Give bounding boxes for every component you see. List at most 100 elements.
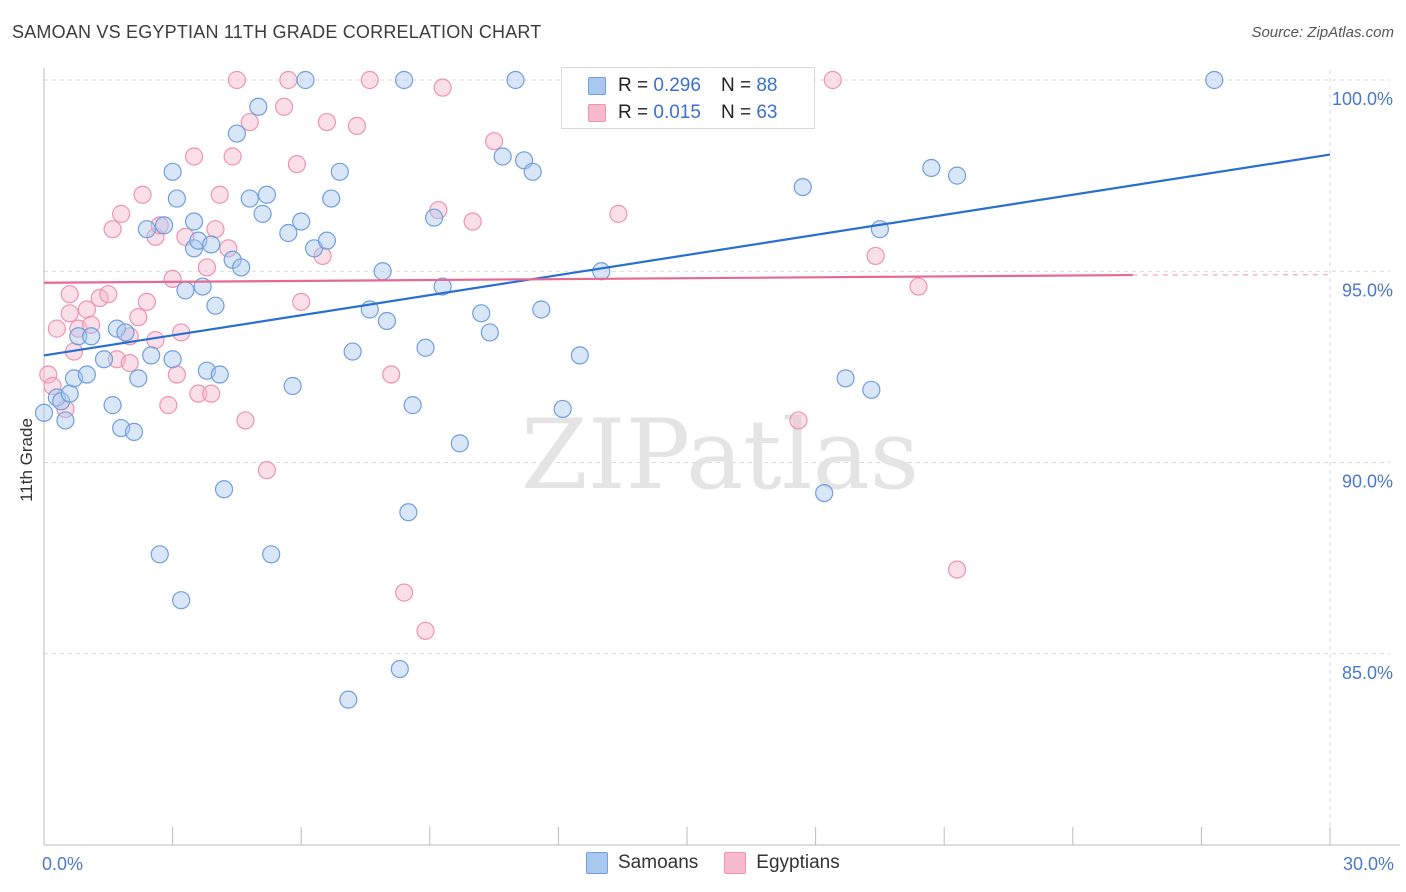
egyptians-point [236, 411, 255, 430]
egyptians-point [206, 220, 225, 239]
samoans-point [176, 281, 195, 300]
watermark: ZIPatlas [521, 399, 919, 511]
samoans-point [206, 296, 225, 315]
samoans-point [296, 70, 315, 90]
samoans-point [137, 220, 156, 239]
samoans-point [279, 223, 298, 243]
samoans-point [210, 365, 229, 384]
legend-item-samoans[interactable]: Samoans [586, 852, 698, 874]
egyptians-point [219, 239, 238, 258]
samoans-point [163, 162, 182, 181]
egyptians-point [227, 70, 246, 90]
samoans-point [116, 323, 135, 342]
egyptians-point [146, 331, 165, 350]
samoans-point [240, 189, 259, 208]
samoans-point [283, 376, 302, 396]
egyptians-point [287, 155, 307, 174]
egyptians-point [159, 396, 178, 415]
y-tick-label: 95.0% [1342, 280, 1393, 300]
samoans-point [107, 319, 126, 338]
samoans-point [94, 350, 114, 369]
samoans-point [403, 396, 422, 415]
trend-lines [43, 153, 1331, 357]
x-tick-label: 30.0% [1343, 854, 1394, 874]
y-tick-label: 90.0% [1342, 472, 1393, 492]
data-points [34, 70, 1224, 709]
samoans-point [592, 262, 611, 281]
r-label: R = [618, 102, 649, 123]
samoans-point [862, 380, 881, 399]
egyptians-swatch [588, 104, 606, 122]
samoans-point [330, 162, 349, 181]
samoans-point [424, 208, 444, 227]
egyptians-point [120, 353, 139, 373]
egyptians-legend-swatch [724, 852, 747, 874]
egyptians-point [133, 185, 152, 204]
egyptians-trend-line [43, 273, 1133, 284]
samoans-point [172, 591, 191, 610]
samoans-point [82, 327, 101, 346]
egyptians-point [394, 583, 414, 602]
samoans-point [472, 304, 491, 323]
egyptians-point [317, 112, 337, 132]
egyptians-point [485, 132, 504, 151]
samoans-point [142, 346, 161, 365]
samoans-point [232, 258, 251, 277]
samoans-trend-line [43, 153, 1331, 357]
egyptians-point [47, 319, 66, 338]
n-label: N = [720, 102, 752, 123]
samoans-point [377, 311, 397, 331]
samoans-point [103, 396, 122, 415]
samoans-point [167, 189, 186, 208]
egyptians-point [163, 269, 182, 288]
samoans-point [317, 231, 337, 250]
egyptians-point [382, 365, 401, 384]
stats-legend: R = 0.296 N = 88 R = 0.015 N = 63 [561, 67, 815, 129]
egyptians-point [789, 411, 808, 430]
samoans-point [77, 365, 96, 384]
samoans-point [1205, 70, 1224, 90]
egyptians-point [292, 292, 311, 311]
egyptians-legend-label: Egyptians [756, 852, 840, 873]
egyptians-point [43, 376, 62, 396]
samoans-point [339, 690, 358, 709]
x-tick-label: 0.0% [42, 854, 83, 874]
samoans-point [184, 212, 204, 231]
samoans-point [154, 216, 174, 235]
samoans-point [390, 659, 409, 679]
samoans-point [532, 300, 551, 319]
samoans-point [793, 178, 812, 197]
tick-labels: 100.0% 95.0% 90.0% 85.0% 0.0% 30.0% [42, 89, 1394, 874]
egyptians-point [347, 116, 367, 136]
samoans-point [416, 338, 435, 357]
legend-item-egyptians[interactable]: Egyptians [724, 852, 840, 874]
r-value-egyptians: 0.015 [653, 102, 701, 123]
egyptians-point [103, 220, 122, 239]
egyptians-point [202, 384, 221, 403]
samoans-point [399, 503, 418, 522]
egyptians-point [947, 560, 967, 579]
egyptians-point [274, 97, 294, 116]
r-label: R = [618, 75, 649, 96]
samoans-point [506, 70, 525, 90]
legend-row-samoans: R = 0.296 N = 88 [588, 73, 777, 99]
samoans-point [227, 124, 246, 143]
samoans-point [450, 434, 469, 453]
egyptians-point [189, 384, 208, 403]
egyptians-point [416, 621, 435, 640]
n-value-samoans: 88 [756, 75, 778, 96]
r-value-samoans: 0.296 [653, 75, 701, 96]
samoans-point [124, 422, 144, 441]
series-legend: Samoans Egyptians [586, 852, 866, 874]
egyptians-point [909, 277, 928, 296]
y-tick-label: 100.0% [1332, 89, 1393, 109]
egyptians-point [223, 147, 242, 166]
samoans-point [34, 403, 54, 422]
chart-title: SAMOAN VS EGYPTIAN 11TH GRADE CORRELATIO… [12, 22, 542, 42]
samoans-point [257, 185, 277, 204]
samoans-point [60, 384, 79, 403]
egyptians-point [279, 70, 298, 90]
y-tick-label: 85.0% [1342, 663, 1393, 683]
egyptians-point [609, 204, 628, 223]
